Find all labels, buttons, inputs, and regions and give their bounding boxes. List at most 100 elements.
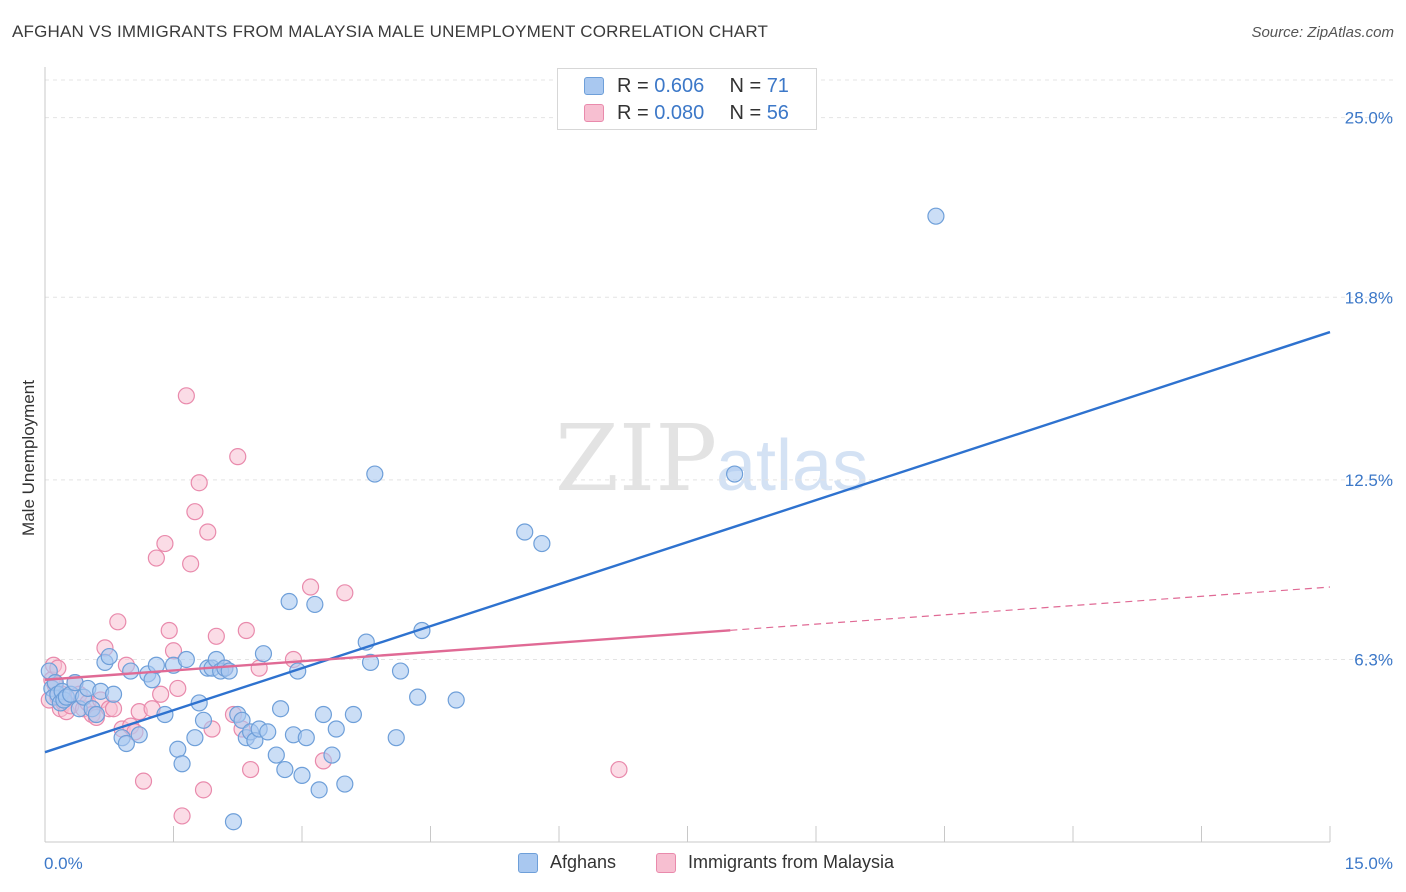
afghans-point (306, 595, 324, 614)
afghans-point (224, 813, 243, 831)
malaysia-point (610, 760, 628, 779)
afghans-point (314, 705, 333, 724)
malaysia-trend-line-extension (730, 586, 1331, 631)
legend-r-label: R = (617, 75, 649, 97)
legend-n-label: N = (729, 102, 762, 124)
afghans-point (344, 705, 362, 724)
malaysia-point (199, 523, 217, 541)
afghans-point (186, 729, 204, 747)
legend-n-label: N = (729, 75, 762, 97)
afghans-point (927, 207, 945, 225)
legend-swatch-afghans (584, 77, 604, 95)
afghans-trend-line (44, 330, 1331, 754)
afghans-point (104, 685, 123, 703)
zipatlas-watermark: ZIP atlas (555, 405, 868, 512)
afghans-point (391, 662, 410, 680)
correlation-legend: R = 0.606 N = 71 R = 0.080 N = 56 (557, 68, 817, 130)
y-tick-label: 25.0% (1345, 109, 1393, 128)
malaysia-point (186, 503, 204, 521)
afghans-point (194, 711, 213, 729)
malaysia-point (160, 621, 178, 640)
x-tick-label-min: 0.0% (44, 854, 83, 873)
chart-title: AFGHAN VS IMMIGRANTS FROM MALAYSIA MALE … (12, 22, 769, 41)
afghans-point (173, 755, 191, 773)
afghans-point (254, 645, 273, 663)
malaysia-point (207, 627, 225, 645)
afghans-point (117, 734, 135, 753)
afghans-point (100, 647, 118, 666)
afghans-point (271, 700, 290, 718)
afghans-point (366, 465, 384, 483)
afghans-point (447, 691, 465, 709)
watermark-atlas: atlas (716, 426, 868, 506)
malaysia-point (152, 685, 170, 703)
legend-n-value: 71 (766, 75, 789, 97)
chart-source: Source: ZipAtlas.com (1251, 24, 1394, 41)
bottom-legend-label-afghans: Afghans (550, 852, 617, 872)
y-tick-label: 12.5% (1345, 471, 1393, 490)
afghans-point (233, 711, 251, 729)
afghans-point (533, 534, 551, 553)
afghans-point (259, 723, 277, 741)
afghans-point (122, 662, 140, 680)
y-tick-label: 18.8% (1345, 288, 1393, 307)
afghans-point (130, 726, 148, 744)
series-afghans-points (40, 207, 945, 831)
malaysia-point (301, 578, 320, 596)
afghans-point (276, 760, 294, 779)
afghans-point (310, 781, 328, 799)
y-axis-label: Male Unemployment (19, 380, 38, 536)
malaysia-point (242, 760, 260, 779)
afghans-point (87, 705, 106, 724)
malaysia-point (229, 448, 247, 466)
malaysia-point (177, 387, 195, 405)
trend-lines (44, 330, 1331, 754)
malaysia-point (237, 621, 255, 640)
malaysia-point (194, 781, 213, 799)
malaysia-point (182, 555, 200, 573)
bottom-legend-label-malaysia: Immigrants from Malaysia (688, 852, 895, 872)
afghans-point (147, 656, 165, 674)
malaysia-trend-line (44, 629, 731, 681)
malaysia-point (336, 584, 354, 602)
malaysia-point (190, 474, 208, 492)
y-tick-labels: 6.3% 12.5% 18.8% 25.0% (1345, 109, 1393, 670)
afghans-point (323, 746, 341, 764)
malaysia-point (169, 679, 187, 698)
legend-n-value: 56 (766, 102, 789, 124)
malaysia-point (134, 772, 153, 790)
watermark-zip: ZIP (555, 405, 717, 512)
afghans-point (409, 688, 427, 706)
axes (44, 67, 1331, 843)
afghans-point (267, 746, 285, 764)
legend-r-value: 0.080 (654, 102, 705, 124)
x-tick-labels: 0.0% 15.0% (44, 854, 1393, 873)
y-tick-label: 6.3% (1354, 650, 1393, 669)
gridlines (45, 79, 1395, 660)
legend-swatch-malaysia (584, 104, 604, 122)
afghans-point (336, 775, 354, 793)
legend-r-label: R = (617, 102, 649, 124)
x-tick-label-max: 15.0% (1345, 854, 1393, 873)
malaysia-point (104, 700, 123, 718)
afghans-point (169, 740, 187, 758)
afghans-point (143, 671, 161, 689)
malaysia-point (250, 659, 268, 677)
afghans-point (327, 720, 345, 738)
malaysia-point (156, 534, 174, 553)
bottom-legend-swatch-malaysia (656, 853, 676, 873)
malaysia-point (147, 549, 165, 567)
afghans-point (361, 653, 380, 671)
afghans-point (297, 729, 315, 747)
afghans-point (293, 766, 311, 784)
malaysia-point (173, 807, 191, 825)
afghans-point (177, 650, 195, 669)
afghans-point (280, 592, 298, 611)
afghans-point (387, 729, 405, 747)
afghans-point (516, 523, 534, 541)
afghans-point (726, 465, 744, 483)
malaysia-point (109, 613, 127, 631)
legend-r-value: 0.606 (654, 75, 705, 97)
bottom-legend-swatch-afghans (518, 853, 538, 873)
